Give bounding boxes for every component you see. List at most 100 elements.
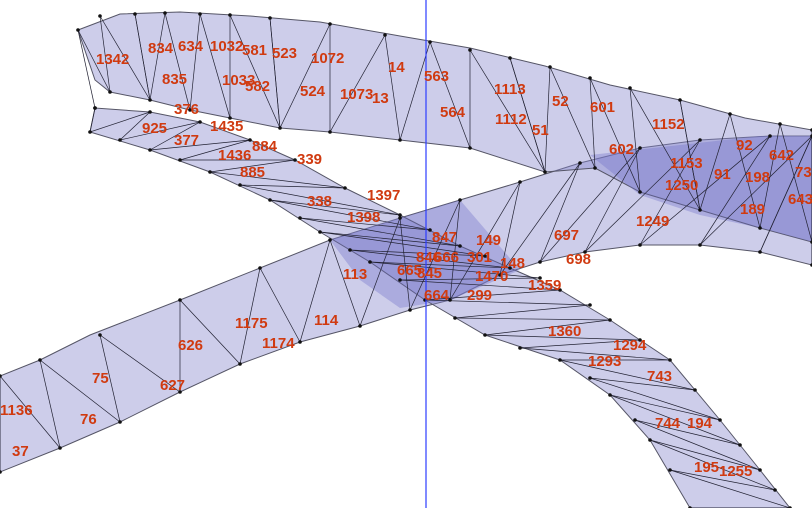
mesh-vertex xyxy=(118,138,122,142)
mesh-edge xyxy=(519,339,641,349)
vertex-label: 92 xyxy=(736,137,753,154)
mesh-vertex xyxy=(638,146,642,150)
mesh-vertex xyxy=(678,98,682,102)
mesh-edge xyxy=(629,87,641,193)
mesh-vertex xyxy=(258,266,262,270)
mesh-vertex xyxy=(698,138,702,142)
overlap-center xyxy=(330,200,520,308)
mesh-edge xyxy=(269,17,281,129)
vertex-label: 885 xyxy=(240,164,265,181)
vertex-label: 1294 xyxy=(613,337,647,354)
mesh-edge xyxy=(179,299,241,365)
vertex-label: 1255 xyxy=(719,463,752,480)
mesh-vertex xyxy=(198,12,202,16)
mesh-edge xyxy=(454,304,591,319)
vertex-label: 925 xyxy=(142,120,167,137)
mesh-vertex xyxy=(293,158,297,162)
mesh-vertex xyxy=(188,108,192,112)
mesh-vertex xyxy=(0,470,2,474)
mesh-vertex xyxy=(538,260,542,264)
mesh-edge xyxy=(639,135,771,246)
vertex-label: 1032 xyxy=(210,38,243,55)
mesh-vertex xyxy=(198,120,202,124)
vertex-label: 1072 xyxy=(311,50,344,67)
vertex-label: 195 xyxy=(694,459,719,476)
vertex-label: 664 xyxy=(424,287,450,304)
vertex-label: 149 xyxy=(476,232,501,249)
vertex-label: 1175 xyxy=(235,315,268,332)
mesh-edge xyxy=(399,277,541,281)
mesh-vertex xyxy=(508,56,512,60)
mesh-edge xyxy=(359,217,401,327)
vertex-label: 1470 xyxy=(475,268,508,285)
mesh-vertex xyxy=(0,374,2,378)
mesh-edge xyxy=(699,113,731,211)
mesh-edge xyxy=(179,139,251,161)
mesh-edge xyxy=(484,334,641,341)
mesh-vertex xyxy=(58,446,62,450)
vertex-label: 338 xyxy=(307,193,332,210)
mesh-vertex xyxy=(88,130,92,134)
mesh-vertex xyxy=(538,276,542,280)
mesh-edge xyxy=(699,135,812,246)
mesh-vertex xyxy=(468,146,472,150)
mesh-edge xyxy=(759,135,812,253)
mesh-edge xyxy=(424,299,591,306)
vertex-label: 194 xyxy=(687,415,713,432)
mesh-edge xyxy=(454,317,611,321)
vertex-label: 744 xyxy=(655,415,681,432)
mesh-edge xyxy=(384,34,401,141)
vertex-label: 1113 xyxy=(494,81,526,98)
vertex-label: 1436 xyxy=(218,147,251,164)
mesh-vertex xyxy=(483,333,487,337)
mesh-edge xyxy=(544,66,551,173)
vertex-label: 666 xyxy=(434,249,459,266)
mesh-vertex xyxy=(583,250,587,254)
mesh-edge xyxy=(99,334,181,393)
mesh-edge xyxy=(39,359,61,449)
vertex-label: 1342 xyxy=(96,51,129,68)
mesh-vertex xyxy=(558,358,562,362)
mesh-vertex xyxy=(498,273,502,277)
mesh-vertex xyxy=(593,166,597,170)
mesh-vertex xyxy=(588,303,592,307)
vertex-label: 1112 xyxy=(495,111,527,128)
mesh-edge xyxy=(589,77,596,169)
vertex-label: 1359 xyxy=(528,277,561,294)
mesh-edge xyxy=(189,13,201,111)
vertex-label: 377 xyxy=(174,132,199,149)
mesh-vertex xyxy=(76,28,80,32)
mesh-edge xyxy=(299,217,461,247)
mesh-vertex xyxy=(578,161,582,165)
mesh-vertex xyxy=(98,333,102,337)
mesh-edge xyxy=(699,135,771,246)
mesh-vertex xyxy=(458,244,462,248)
vertex-label: 52 xyxy=(552,93,569,110)
mesh-edge xyxy=(229,14,281,129)
mesh-vertex xyxy=(368,260,372,264)
mesh-vertex xyxy=(468,48,472,52)
vertex-label: 1174 xyxy=(262,335,295,352)
mesh-vertex xyxy=(638,338,642,342)
vertex-label: 1152 xyxy=(652,116,685,133)
mesh-vertex xyxy=(348,248,352,252)
mesh-edge xyxy=(369,261,541,279)
mesh-vertex xyxy=(518,180,522,184)
mesh-vertex xyxy=(238,362,242,366)
mesh-vertex xyxy=(248,138,252,142)
mesh-edge xyxy=(134,13,151,101)
vertex-label: 1398 xyxy=(347,209,380,226)
vertex-label: 743 xyxy=(647,368,672,385)
mesh-vertex xyxy=(178,390,182,394)
mesh-vertex xyxy=(148,98,152,102)
mesh-edge xyxy=(299,217,431,231)
vertex-label: 299 xyxy=(467,287,492,304)
mesh-vertices xyxy=(0,11,812,508)
vertex-label: 643 xyxy=(788,191,812,208)
mesh-vertex xyxy=(298,216,302,220)
mesh-vertex xyxy=(638,190,642,194)
mesh-edge xyxy=(499,181,521,276)
mesh-edge xyxy=(269,199,431,231)
